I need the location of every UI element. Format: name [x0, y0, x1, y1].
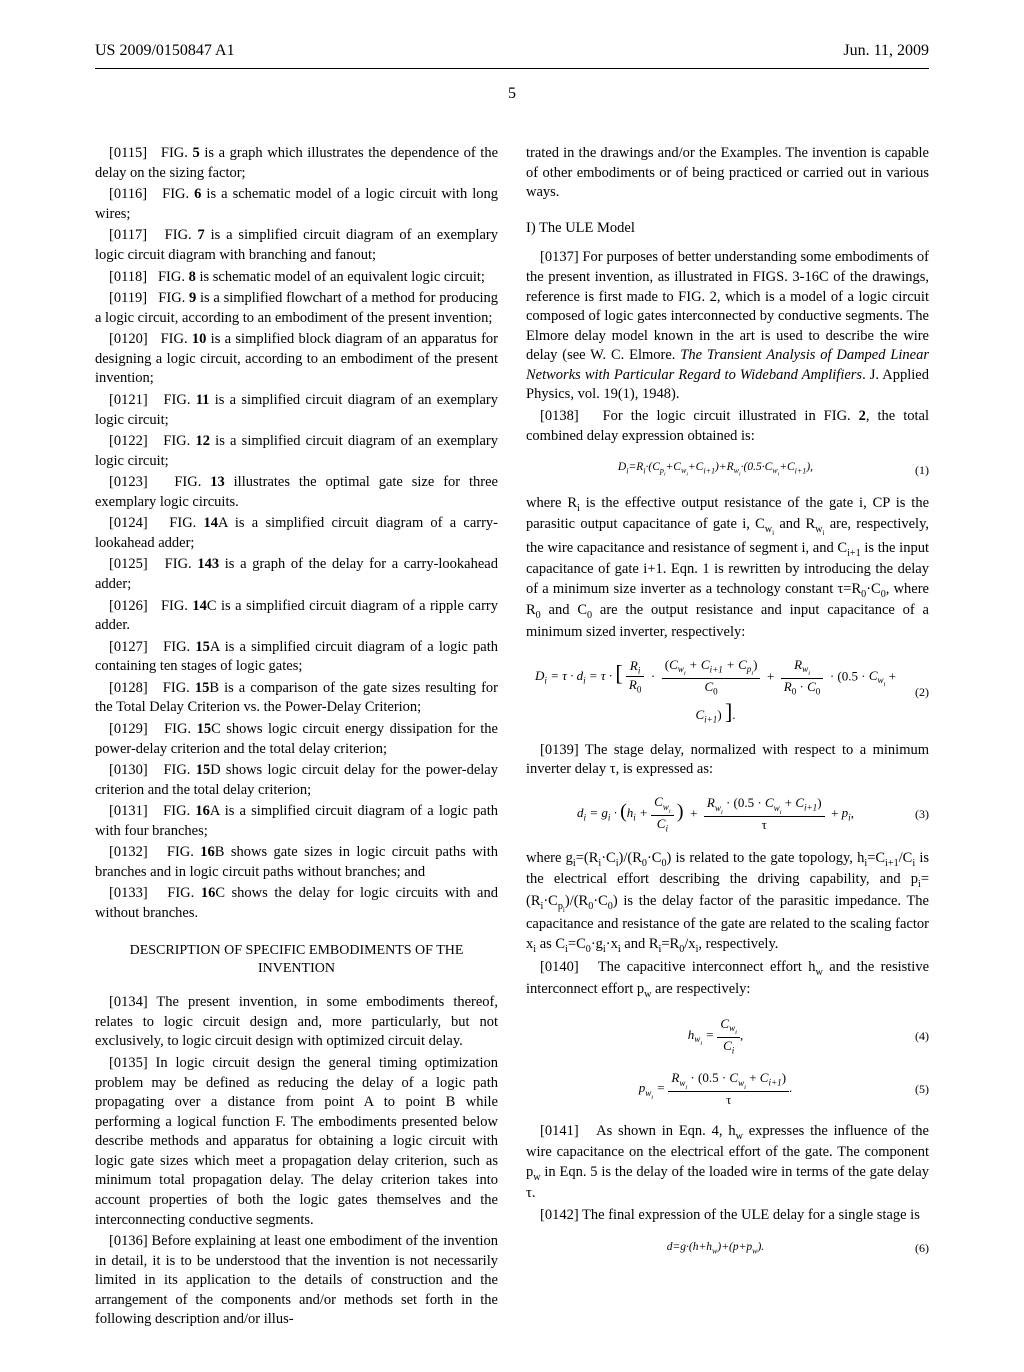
paragraph-0129: [0129] FIG. 15C shows logic circuit ener…	[95, 720, 498, 759]
equation-number: (2)	[915, 684, 929, 700]
paragraph-0126: [0126] FIG. 14C is a simplified circuit …	[95, 597, 498, 636]
publication-number: US 2009/0150847 A1	[95, 40, 235, 62]
paragraph-0139-after: where gi=(Ri·Ci)/(R0·C0) is related to t…	[526, 849, 929, 957]
paragraph-0123: [0123] FIG. 13 illustrates the optimal g…	[95, 473, 498, 512]
paragraph-0138: [0138] For the logic circuit illustrated…	[526, 407, 929, 446]
paragraph-0137: [0137] For purposes of better understand…	[526, 248, 929, 405]
publication-date: Jun. 11, 2009	[843, 40, 929, 62]
equation-number: (6)	[915, 1240, 929, 1256]
paragraph-0116: [0116] FIG. 6 is a schematic model of a …	[95, 185, 498, 224]
paragraph-0130: [0130] FIG. 15D shows logic circuit dela…	[95, 761, 498, 800]
equation-1: Di=Ri·(Cpi+Cwi+Ci+1)+Rwi·(0.5·Cwi+Ci+1),…	[526, 460, 929, 480]
paragraph-0135: [0135] In logic circuit design the gener…	[95, 1054, 498, 1230]
paragraph-0131: [0131] FIG. 16A is a simplified circuit …	[95, 802, 498, 841]
equation-2: Di = τ · di = τ · [ RiR0 · (Cwi + Ci+1 +…	[526, 657, 929, 727]
figure-reference: [0115] FIG. 5 is a graph which illustrat…	[95, 145, 498, 181]
equation-number: (3)	[915, 806, 929, 822]
paragraph-0124: [0124] FIG. 14A is a simplified circuit …	[95, 514, 498, 553]
paragraph-0125: [0125] FIG. 143 is a graph of the delay …	[95, 555, 498, 594]
equation-number: (4)	[915, 1028, 929, 1044]
section-i-heading: I) The ULE Model	[526, 219, 929, 239]
paragraph-0142: [0142] The final expression of the ULE d…	[526, 1206, 929, 1226]
equation-number: (5)	[915, 1081, 929, 1097]
paragraph-0139: [0139] The stage delay, normalized with …	[526, 741, 929, 780]
paragraph-0117: [0117] FIG. 7 is a simplified circuit di…	[95, 226, 498, 265]
paragraph-0132: [0132] FIG. 16B shows gate sizes in logi…	[95, 843, 498, 882]
equation-number: (1)	[915, 462, 929, 478]
paragraph-0119: [0119] FIG. 9 is a simplified flowchart …	[95, 289, 498, 328]
page-number: 5	[95, 83, 929, 105]
equation-4: hwi = CwiCi, (4)	[526, 1016, 929, 1057]
paragraph-0138-after: where Ri is the effective output resista…	[526, 494, 929, 643]
paragraph-0136-continued: trated in the drawings and/or the Exampl…	[526, 144, 929, 203]
equation-6: d=g·(h+hw)+(p+pw). (6)	[526, 1240, 929, 1257]
paragraph-0121: [0121] FIG. 11 is a simplified circuit d…	[95, 391, 498, 430]
paragraph-0133: [0133] FIG. 16C shows the delay for logi…	[95, 884, 498, 923]
section-heading-description: DESCRIPTION OF SPECIFIC EMBODIMENTS OF T…	[95, 942, 498, 980]
paragraph-0118: [0118] FIG. 8 is schematic model of an e…	[95, 268, 498, 288]
equation-3: di = gi · (hi + CwiCi ) + Rwi · (0.5 · C…	[526, 794, 929, 835]
paragraph-0127: [0127] FIG. 15A is a simplified circuit …	[95, 638, 498, 677]
page-header: US 2009/0150847 A1 Jun. 11, 2009	[95, 40, 929, 62]
content-columns: [0115] FIG. 5 is a graph which illustrat…	[95, 144, 929, 1332]
equation-5: pwi = Rwi · (0.5 · Cwi + Ci+1)τ. (5)	[526, 1070, 929, 1108]
paragraph-0122: [0122] FIG. 12 is a simplified circuit d…	[95, 432, 498, 471]
paragraph-0134: [0134] The present invention, in some em…	[95, 993, 498, 1052]
paragraph-0120: [0120] FIG. 10 is a simplified block dia…	[95, 330, 498, 389]
paragraph-0136: [0136] Before explaining at least one em…	[95, 1232, 498, 1330]
paragraph-0140: [0140] The capacitive interconnect effor…	[526, 958, 929, 1001]
paragraph-0115: [0115] FIG. 5 is a graph which illustrat…	[95, 144, 498, 183]
page-container: US 2009/0150847 A1 Jun. 11, 2009 5 [0115…	[0, 0, 1024, 1372]
paragraph-0141: [0141] As shown in Eqn. 4, hw expresses …	[526, 1122, 929, 1204]
paragraph-0128: [0128] FIG. 15B is a comparison of the g…	[95, 679, 498, 718]
header-rule	[95, 68, 929, 69]
